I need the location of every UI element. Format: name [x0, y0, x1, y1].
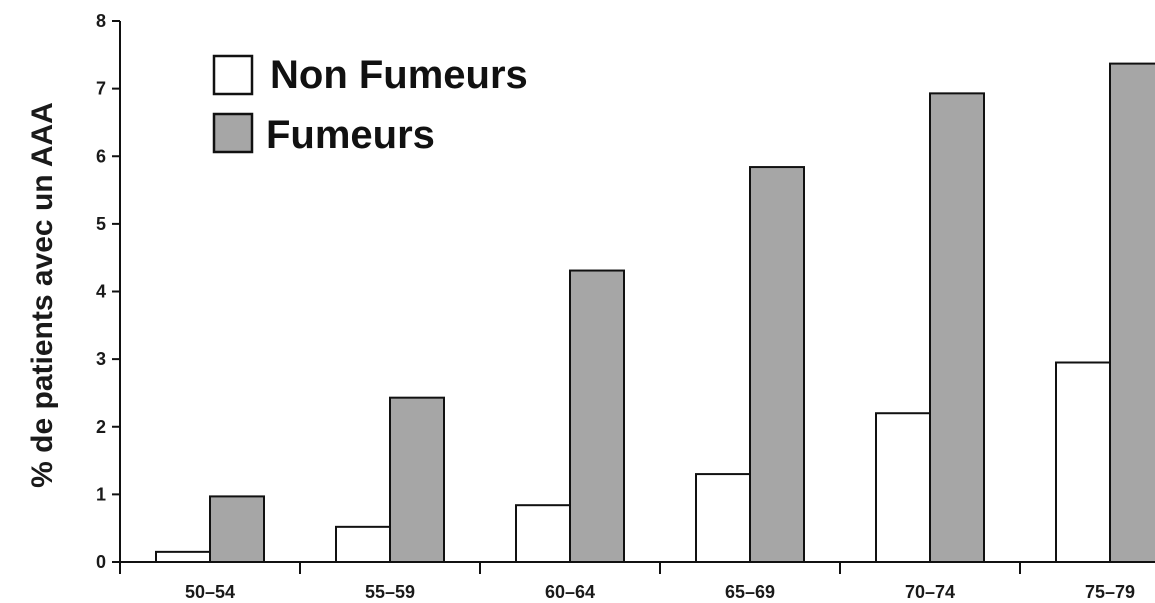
bar-non-fumeurs-55-59: [335, 525, 391, 564]
bar-non-fumeurs-65-69: [695, 473, 751, 563]
legend-swatch-non-fumeurs: [212, 54, 254, 96]
legend: Non Fumeurs Fumeurs: [212, 53, 528, 157]
bar-non-fumeurs-75-79: [1055, 361, 1111, 563]
bar-fumeurs-70-74: [929, 92, 985, 563]
y-tick-label-7: 7: [96, 79, 106, 99]
legend-label-non-fumeurs: Non Fumeurs: [270, 53, 528, 97]
legend-item-non-fumeurs: Non Fumeurs: [212, 53, 528, 97]
x-tick-label-50-54: 50–54: [185, 582, 235, 602]
x-tick-label-70-74: 70–74: [905, 582, 955, 602]
bar-non-fumeurs-50-54: [155, 550, 211, 564]
x-tick-label-55-59: 55–59: [365, 582, 415, 602]
y-tick-label-4: 4: [96, 282, 106, 302]
bar-non-fumeurs-60-64: [515, 504, 571, 564]
y-tick-label-1: 1: [96, 484, 106, 504]
legend-label-fumeurs: Fumeurs: [266, 113, 435, 157]
bar-fumeurs-75-79: [1109, 62, 1155, 563]
x-tick-label-65-69: 65–69: [725, 582, 775, 602]
y-tick-label-8: 8: [96, 11, 106, 31]
y-tick-label-3: 3: [96, 349, 106, 369]
bar-fumeurs-50-54: [209, 495, 265, 563]
bar-non-fumeurs-70-74: [875, 412, 931, 563]
bar-fumeurs-55-59: [389, 396, 445, 564]
x-axis: 50–54 55–59 60–64 65–69 70–74 75–79: [119, 561, 1155, 602]
y-axis: 0 1 2 3 4 5 6 7 8: [96, 11, 121, 572]
legend-swatch-fumeurs: [212, 112, 254, 154]
x-tick-label-60-64: 60–64: [545, 582, 595, 602]
bar-fumeurs-60-64: [569, 269, 625, 563]
y-tick-label-2: 2: [96, 417, 106, 437]
bars: [155, 62, 1155, 564]
y-tick-label-6: 6: [96, 146, 106, 166]
x-tick-label-75-79: 75–79: [1085, 582, 1135, 602]
y-tick-label-0: 0: [96, 552, 106, 572]
y-tick-label-5: 5: [96, 214, 106, 234]
legend-item-fumeurs: Fumeurs: [212, 112, 435, 157]
y-axis-title: % de patients avec un AAA: [26, 102, 59, 488]
bar-fumeurs-65-69: [749, 166, 805, 563]
